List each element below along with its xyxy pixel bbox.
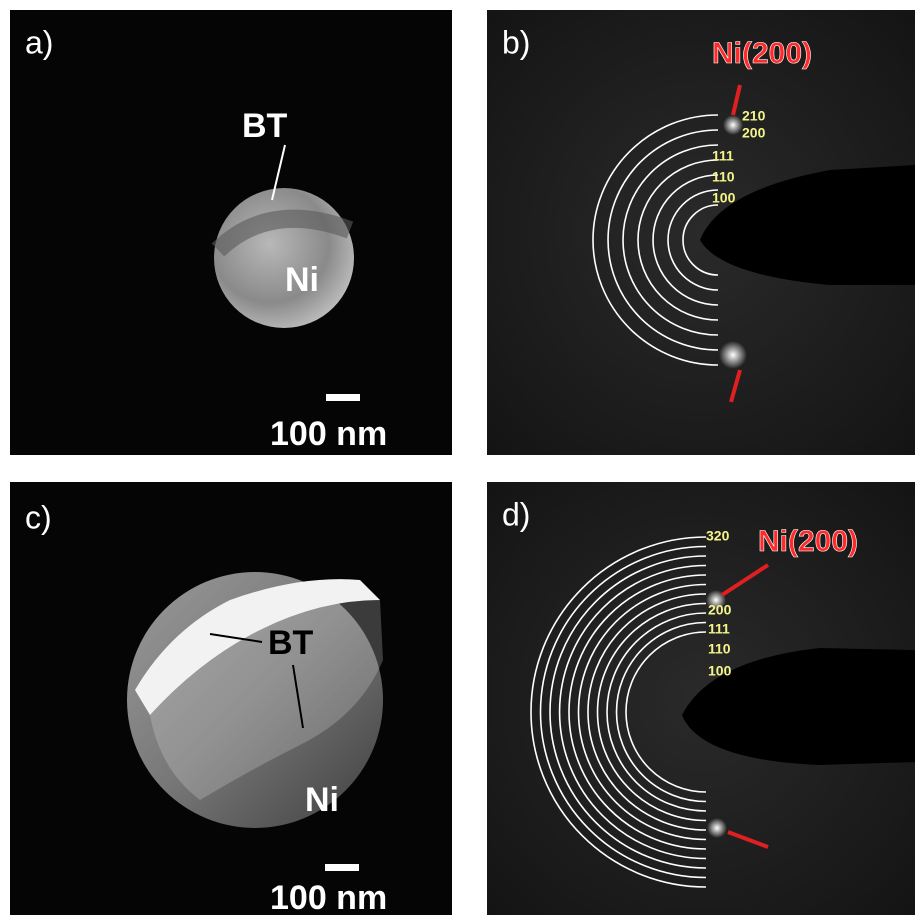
ring-label: 111	[708, 621, 730, 637]
ring-label: 320	[706, 528, 730, 544]
scale-text: 100 nm	[270, 879, 387, 917]
peak-label: Ni(200)	[758, 525, 858, 558]
peak-label: Ni(200)	[712, 37, 812, 70]
spot	[707, 818, 727, 838]
scale-text: 100 nm	[270, 415, 387, 453]
ring-label: 100	[708, 663, 732, 679]
ring-label: 200	[708, 602, 732, 618]
annotation: Ni	[305, 781, 339, 819]
ring-label: 210	[742, 108, 766, 124]
spot	[723, 115, 743, 135]
panel-label: a)	[25, 24, 53, 60]
ring-label: 100	[712, 190, 736, 206]
ring-label: 110	[708, 641, 731, 657]
annotation: BT	[242, 107, 288, 145]
panel-label: b)	[502, 24, 530, 60]
ring-label: 110	[712, 169, 735, 185]
sample-disk	[214, 188, 354, 328]
ring-label: 111	[712, 148, 734, 164]
ring-label: 200	[742, 125, 766, 141]
panel-label: c)	[25, 499, 52, 535]
annotation: BT	[268, 624, 314, 662]
spot	[719, 341, 747, 369]
annotation: Ni	[285, 261, 319, 299]
panel-label: d)	[502, 496, 530, 532]
figure: a) BT Ni 100 nm b) Ni(200) 210 200 111 1…	[0, 0, 918, 919]
scale-bar	[325, 864, 359, 871]
scale-bar	[326, 394, 360, 401]
